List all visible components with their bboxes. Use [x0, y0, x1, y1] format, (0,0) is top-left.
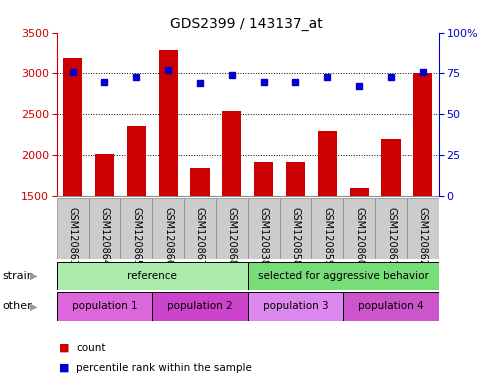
Text: ■: ■ [59, 363, 70, 373]
Bar [57, 292, 152, 321]
Text: GSM120860: GSM120860 [354, 207, 364, 266]
Bar [152, 292, 247, 321]
Text: population 4: population 4 [358, 301, 424, 311]
Text: GSM120858: GSM120858 [290, 207, 301, 266]
Bar [89, 198, 120, 259]
Text: GSM120868: GSM120868 [227, 207, 237, 266]
Bar [375, 198, 407, 259]
Text: ■: ■ [59, 343, 70, 353]
Bar [57, 198, 89, 259]
Bar [254, 162, 273, 196]
Bar [222, 111, 242, 196]
Bar [190, 168, 210, 196]
Text: population 2: population 2 [167, 301, 233, 311]
Text: GSM120838: GSM120838 [259, 207, 269, 266]
Bar [312, 198, 343, 259]
Bar [216, 198, 247, 259]
Text: GSM120867: GSM120867 [195, 207, 205, 266]
Bar [413, 73, 432, 196]
Text: GSM120864: GSM120864 [100, 207, 109, 266]
Text: strain: strain [2, 271, 35, 281]
Bar [247, 262, 439, 290]
Text: GSM120863: GSM120863 [68, 207, 77, 266]
Bar [407, 198, 439, 259]
Text: GSM120866: GSM120866 [163, 207, 173, 266]
Bar [350, 188, 369, 196]
Text: population 3: population 3 [263, 301, 328, 311]
Bar [318, 131, 337, 196]
Bar [280, 198, 312, 259]
Bar [120, 198, 152, 259]
Bar [127, 126, 146, 196]
Bar [343, 292, 439, 321]
Text: GSM120861: GSM120861 [386, 207, 396, 266]
Bar [152, 198, 184, 259]
Bar [63, 58, 82, 196]
Text: count: count [76, 343, 106, 353]
Bar [247, 292, 343, 321]
Bar [159, 50, 177, 196]
Text: ▶: ▶ [30, 301, 37, 311]
Bar [57, 262, 247, 290]
Text: GSM120865: GSM120865 [131, 207, 141, 266]
Text: population 1: population 1 [71, 301, 137, 311]
Text: GSM120862: GSM120862 [418, 207, 428, 266]
Bar [247, 198, 280, 259]
Text: percentile rank within the sample: percentile rank within the sample [76, 363, 252, 373]
Text: GDS2399 / 143137_at: GDS2399 / 143137_at [170, 17, 323, 31]
Text: selected for aggressive behavior: selected for aggressive behavior [258, 271, 429, 281]
Bar [184, 198, 216, 259]
Text: ▶: ▶ [30, 271, 37, 281]
Bar [95, 154, 114, 196]
Bar [382, 139, 400, 196]
Text: GSM120859: GSM120859 [322, 207, 332, 266]
Text: reference: reference [127, 271, 177, 281]
Bar [286, 162, 305, 196]
Bar [343, 198, 375, 259]
Text: other: other [2, 301, 32, 311]
